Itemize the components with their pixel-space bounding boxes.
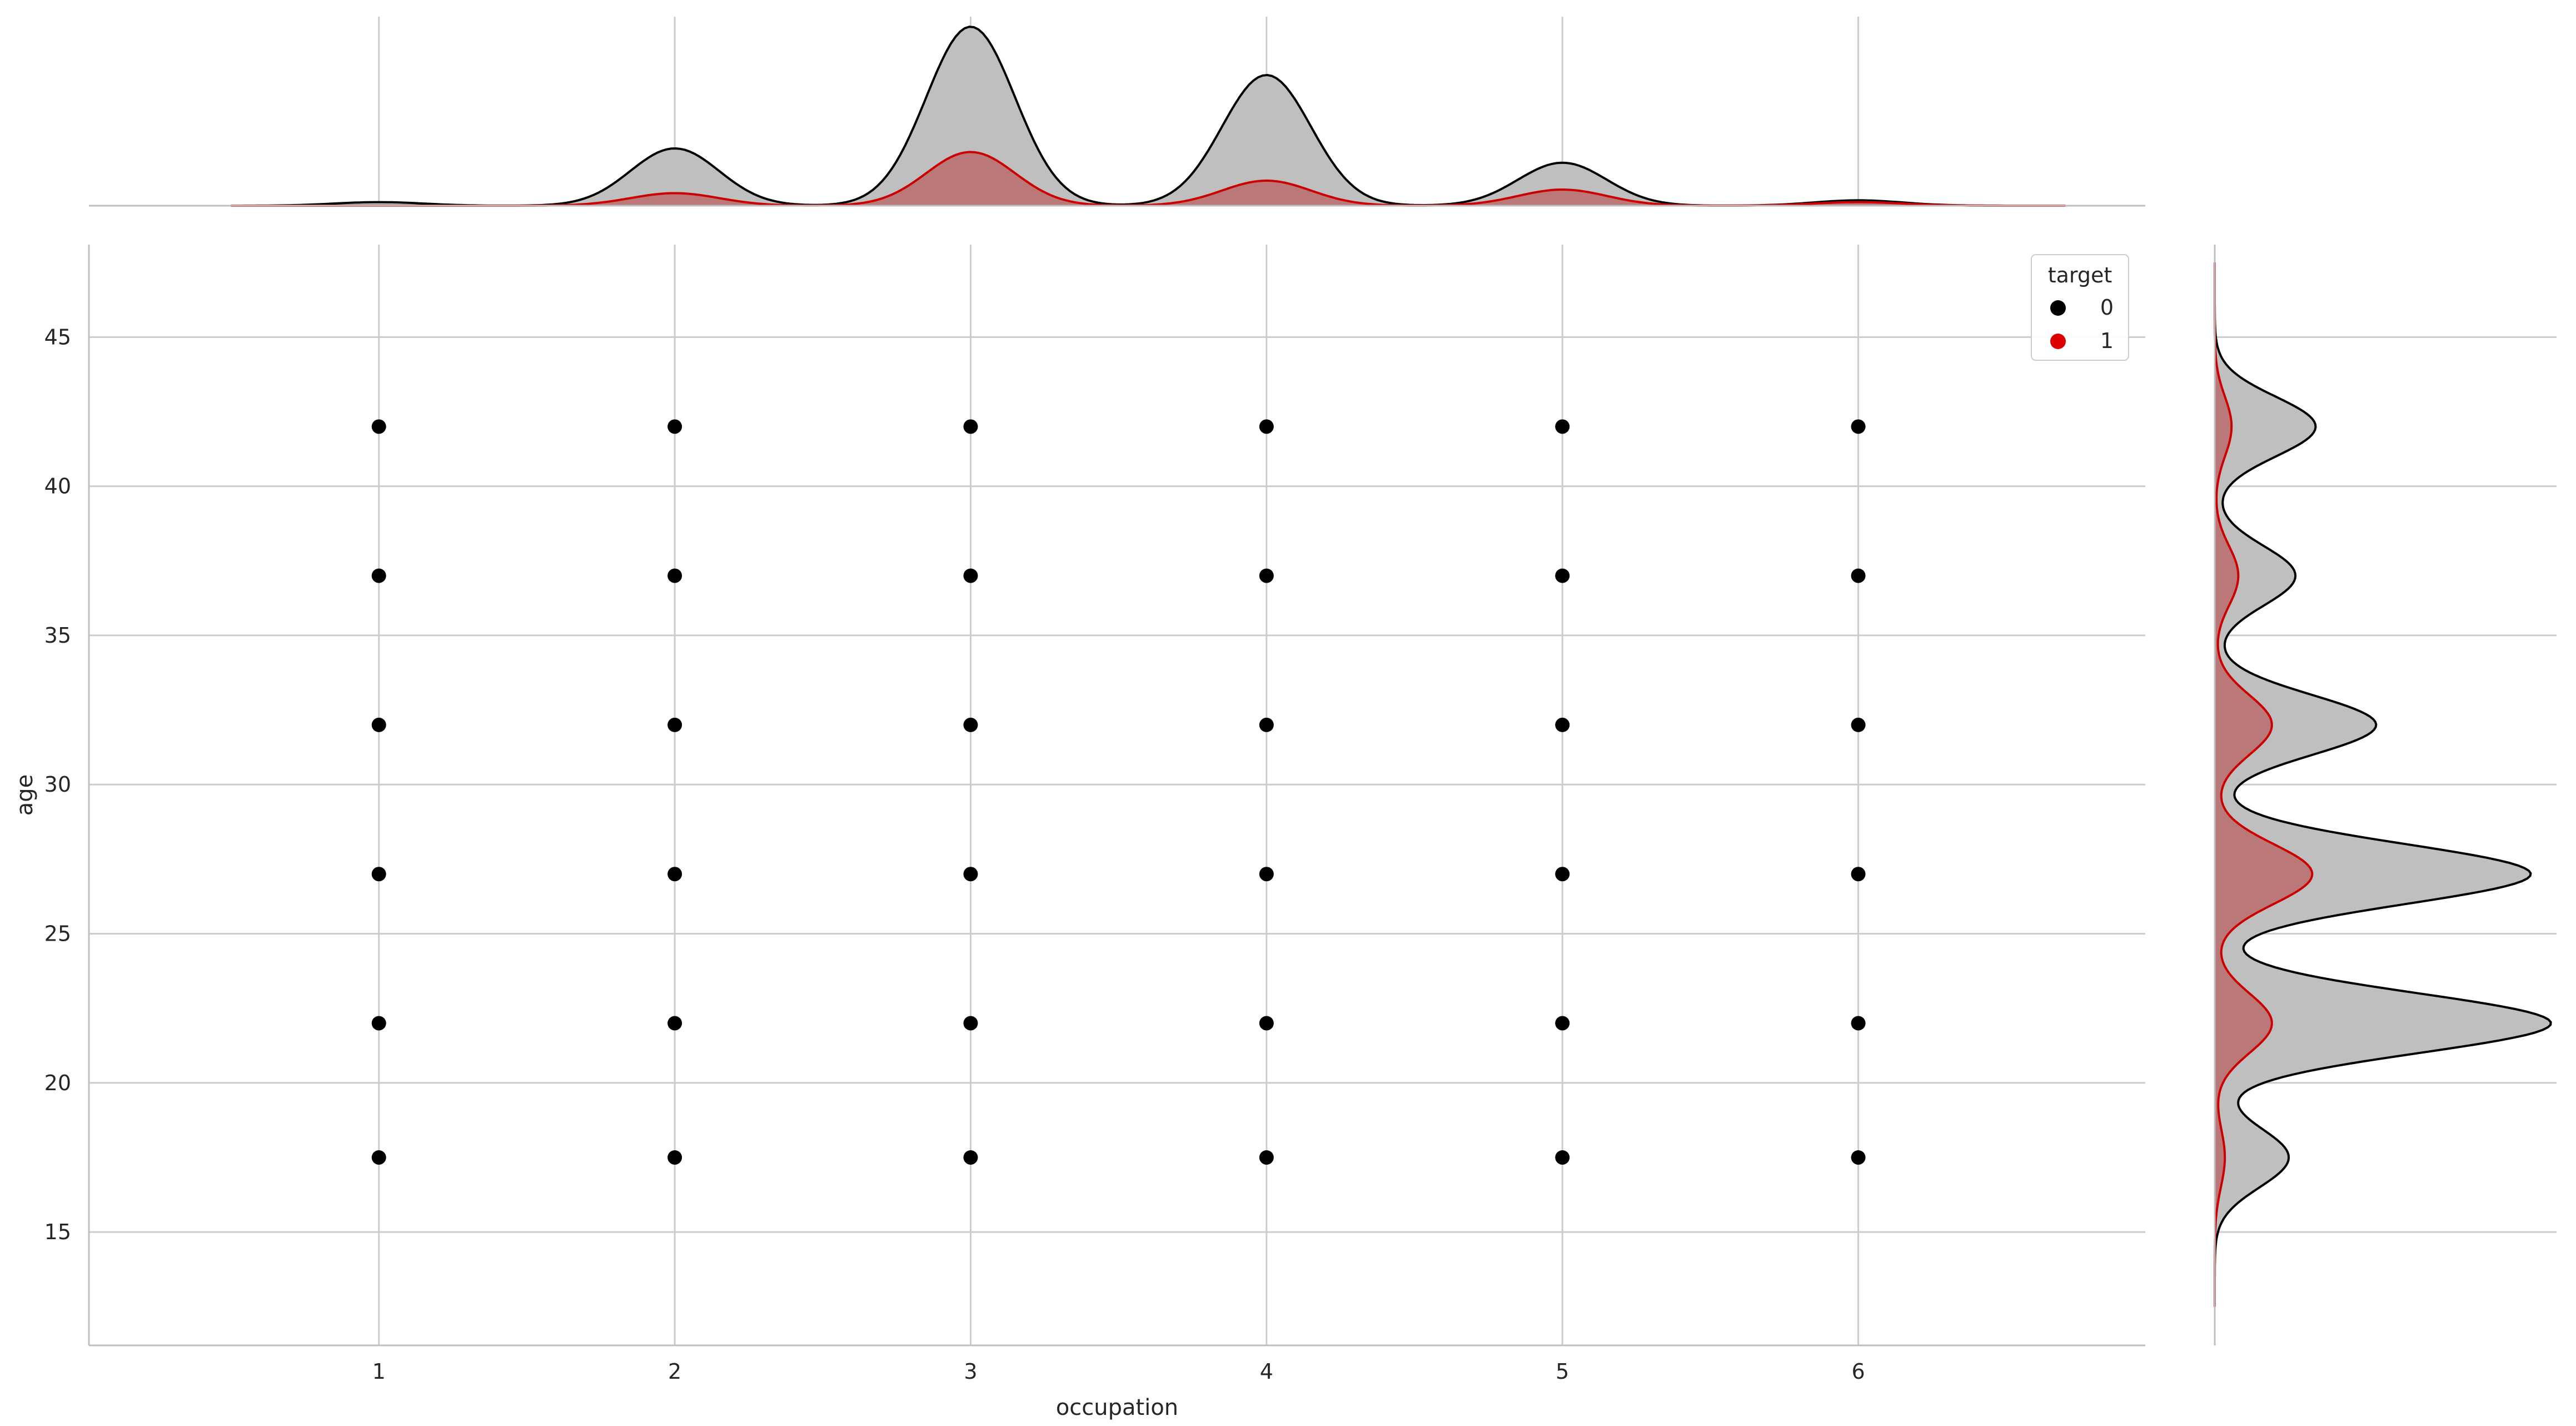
scatter-point <box>1555 1150 1570 1165</box>
scatter-point <box>667 717 682 732</box>
scatter-point <box>1555 568 1570 583</box>
scatter-point <box>1259 568 1274 583</box>
x-tick-label: 4 <box>1260 1359 1273 1384</box>
scatter-point <box>963 1150 978 1165</box>
scatter-point <box>1851 1150 1866 1165</box>
legend-label-0: 0 <box>2100 295 2114 320</box>
scatter-point <box>1259 419 1274 434</box>
y-axis-label: age <box>12 774 38 816</box>
scatter-point <box>963 867 978 882</box>
scatter-point <box>667 419 682 434</box>
marginal-y-kde-line-0 <box>2214 262 2552 1307</box>
y-tick-label: 45 <box>44 325 71 349</box>
scatter-point <box>1851 568 1866 583</box>
x-tick-label: 3 <box>964 1359 977 1384</box>
scatter-point <box>1259 717 1274 732</box>
scatter-point <box>667 568 682 583</box>
legend-label-1: 1 <box>2100 329 2114 353</box>
scatter-point <box>371 419 386 434</box>
y-tick-label: 15 <box>44 1220 71 1244</box>
scatter-point <box>963 1016 978 1031</box>
scatter-point <box>1555 419 1570 434</box>
y-tick-label: 30 <box>44 772 71 797</box>
scatter-point <box>963 568 978 583</box>
marginal-y-kde-line-1 <box>2214 262 2314 1307</box>
legend-box <box>2031 254 2129 361</box>
scatter-point <box>1555 1016 1570 1031</box>
scatter-point <box>1259 1016 1274 1031</box>
legend-marker-1 <box>2050 334 2066 349</box>
scatter-point <box>1851 419 1866 434</box>
marginal-x-kde <box>89 17 2145 207</box>
scatter-point <box>371 1150 386 1165</box>
x-axis-label: occupation <box>1056 1395 1178 1420</box>
marginal-x-kde-fill-0 <box>231 27 2066 206</box>
y-tick-label: 20 <box>44 1071 71 1095</box>
scatter-point <box>667 867 682 882</box>
legend-title: target <box>2048 263 2112 287</box>
scatter-point <box>1851 1016 1866 1031</box>
marginal-y-kde <box>2214 245 2557 1345</box>
marginal-y-kde-fill-1 <box>2215 262 2313 1307</box>
y-tick-label: 40 <box>44 474 71 499</box>
scatter-point <box>963 419 978 434</box>
legend: target 0 1 <box>2031 254 2129 361</box>
x-tick-label: 2 <box>668 1359 681 1384</box>
scatter-point <box>667 1150 682 1165</box>
x-tick-label: 5 <box>1556 1359 1569 1384</box>
scatter-point <box>371 867 386 882</box>
scatter-point <box>963 717 978 732</box>
scatter-point <box>371 1016 386 1031</box>
x-tick-label: 1 <box>372 1359 386 1384</box>
y-tick-label: 35 <box>44 623 71 648</box>
scatter-point <box>371 568 386 583</box>
y-tick-label: 25 <box>44 922 71 946</box>
x-tick-label: 6 <box>1852 1359 1865 1384</box>
scatter-point <box>1259 867 1274 882</box>
scatter-point <box>1851 717 1866 732</box>
scatter-point <box>1259 1150 1274 1165</box>
legend-marker-0 <box>2050 300 2066 316</box>
scatter-point <box>1555 717 1570 732</box>
scatter-point <box>1851 867 1866 882</box>
scatter-point <box>371 717 386 732</box>
scatter-point <box>1555 867 1570 882</box>
scatter-point <box>667 1016 682 1031</box>
